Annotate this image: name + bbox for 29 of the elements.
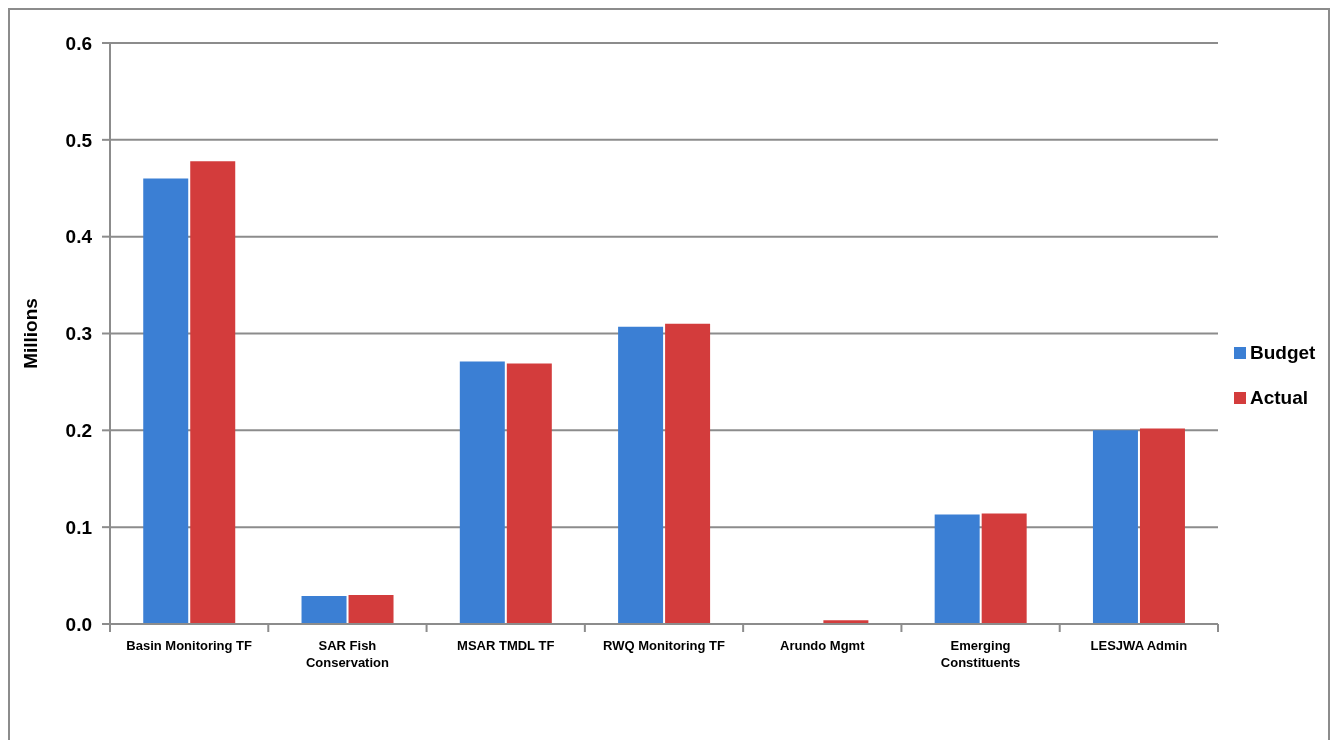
- x-tick-label: MSAR TMDL TF: [457, 637, 555, 653]
- bar: [190, 161, 236, 624]
- bar: [1139, 428, 1185, 624]
- y-tick-label: 0.3: [65, 323, 92, 345]
- y-tick-label: 0.4: [65, 226, 93, 248]
- x-tick-label: Emerging Constituents: [940, 637, 1021, 670]
- bar: [981, 513, 1027, 624]
- bar: [459, 361, 505, 624]
- bar: [348, 594, 394, 624]
- x-tick-label: RWQ Monitoring TF: [603, 637, 725, 653]
- bar: [506, 363, 552, 624]
- y-tick-label: 0.0: [65, 613, 92, 635]
- x-tick-label: SAR Fish Conservation: [305, 637, 390, 670]
- legend-label: Actual: [1250, 386, 1309, 410]
- bar: [1092, 430, 1138, 624]
- y-tick-label: 0.2: [65, 420, 92, 442]
- x-tick-label: Basin Monitoring TF: [126, 637, 253, 653]
- y-axis-title: Millions: [19, 298, 41, 369]
- x-tick-label: LESJWA Admin: [1090, 637, 1188, 653]
- y-tick-label: 0.5: [65, 129, 93, 151]
- bar: [143, 178, 189, 624]
- bar: [301, 595, 347, 624]
- x-tick-label: Arundo Mgmt: [780, 637, 866, 653]
- bar: [618, 326, 664, 624]
- y-tick-label: 0.1: [65, 516, 93, 538]
- legend-label: Budget: [1250, 341, 1316, 365]
- y-tick-label: 0.6: [65, 32, 92, 54]
- bar: [665, 323, 711, 624]
- bar: [934, 514, 980, 624]
